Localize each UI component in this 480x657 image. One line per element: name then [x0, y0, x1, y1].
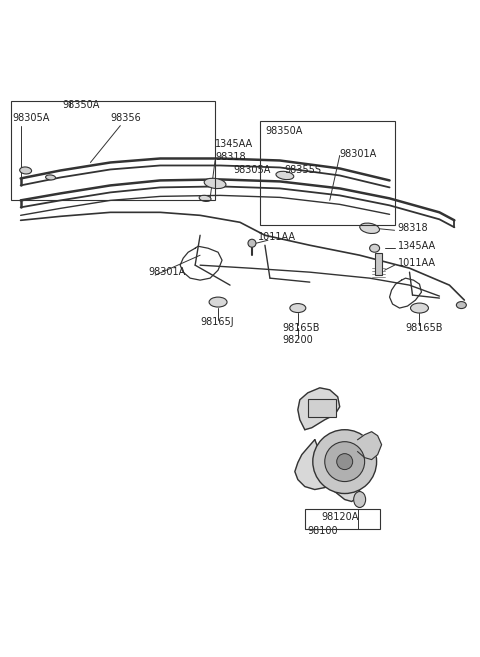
- Text: 98165B: 98165B: [282, 323, 319, 333]
- Ellipse shape: [290, 304, 306, 313]
- Ellipse shape: [209, 297, 227, 307]
- Text: 98350A: 98350A: [62, 100, 100, 110]
- Text: 1011AA: 1011AA: [258, 233, 296, 242]
- Bar: [308, 399, 336, 417]
- Text: 98200: 98200: [282, 335, 312, 345]
- Text: 98350A: 98350A: [265, 125, 302, 135]
- Ellipse shape: [410, 303, 429, 313]
- Text: 98301A: 98301A: [148, 267, 185, 277]
- Circle shape: [325, 442, 365, 482]
- Text: 98305A: 98305A: [12, 112, 50, 123]
- Text: 98100: 98100: [308, 526, 338, 536]
- Ellipse shape: [46, 175, 56, 180]
- Ellipse shape: [204, 178, 226, 189]
- Bar: [260, 121, 395, 225]
- Ellipse shape: [370, 244, 380, 252]
- Ellipse shape: [456, 302, 467, 309]
- Text: 98355S: 98355S: [285, 166, 322, 175]
- Text: 98120A: 98120A: [322, 512, 359, 522]
- Text: 1345AA: 1345AA: [215, 139, 253, 148]
- Text: 98356: 98356: [110, 112, 141, 123]
- Ellipse shape: [360, 223, 380, 233]
- Bar: [374, 253, 382, 275]
- Ellipse shape: [276, 171, 294, 179]
- Ellipse shape: [354, 491, 366, 507]
- Polygon shape: [298, 388, 340, 430]
- Polygon shape: [358, 432, 382, 460]
- Bar: [305, 509, 380, 530]
- Text: 98305A: 98305A: [233, 166, 270, 175]
- Text: 98318: 98318: [215, 152, 246, 162]
- Circle shape: [313, 430, 377, 493]
- Ellipse shape: [199, 195, 211, 202]
- Text: 98301A: 98301A: [340, 148, 377, 158]
- Polygon shape: [295, 440, 360, 501]
- Text: 1345AA: 1345AA: [397, 241, 436, 251]
- Ellipse shape: [248, 239, 256, 247]
- Text: 1011AA: 1011AA: [397, 258, 435, 268]
- Text: 98318: 98318: [397, 223, 428, 233]
- Text: 98165J: 98165J: [200, 317, 234, 327]
- Bar: [11, 101, 215, 200]
- Circle shape: [336, 453, 353, 470]
- Ellipse shape: [20, 167, 32, 174]
- Text: 98165B: 98165B: [406, 323, 443, 333]
